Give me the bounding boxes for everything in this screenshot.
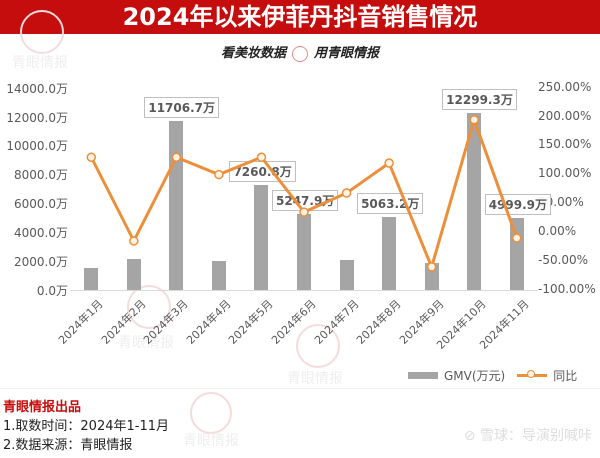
legend-gmv: GMV(万元) [444, 369, 506, 383]
yoy-point [86, 152, 97, 163]
slogan-right: 用青眼情报 [314, 46, 380, 61]
left-axis-tick: 4000.0万 [14, 226, 68, 240]
gmv-bar [126, 258, 141, 290]
legend-line-swatch-icon [517, 370, 548, 378]
left-axis-tick: 10000.0万 [6, 139, 68, 153]
gmv-data-label: 11706.7万 [144, 97, 220, 119]
slogan-left: 看美妆数据 [220, 46, 286, 61]
watermark-text: 青眼情报 [287, 371, 343, 387]
x-axis-line [70, 290, 538, 291]
right-axis-tick: -100.00% [538, 282, 596, 296]
x-axis-label: 2024年5月 [226, 297, 277, 347]
left-axis-tick: 0.0万 [36, 284, 68, 298]
xueqiu-text: 雪球：导演别喊咔 [480, 428, 592, 444]
yoy-point [214, 169, 224, 180]
footer-date-range: 1.取数时间：2024年1-11月 [3, 419, 169, 434]
x-axis-label: 2024年1月 [56, 297, 106, 347]
gmv-bar [424, 262, 439, 290]
right-axis-tick: 100.00% [538, 166, 592, 180]
right-axis-tick: 200.00% [538, 109, 592, 123]
gmv-data-label: 5063.2万 [357, 192, 424, 214]
footer-source: 2.数据来源：青眼情报 [3, 438, 133, 453]
chart-legend: GMV(万元) 同比 [408, 367, 577, 384]
left-axis-tick: 6000.0万 [14, 197, 68, 211]
footer-brand: 青眼情报出品 [3, 400, 82, 415]
gmv-data-label: 5247.9万 [272, 190, 339, 212]
gmv-bar [211, 261, 226, 290]
legend-yoy: 同比 [553, 369, 578, 383]
gmv-bar [297, 214, 311, 290]
slogan: 看美妆数据 用青眼情报 [0, 42, 600, 62]
right-axis-tick: 0.00% [538, 224, 577, 238]
left-axis-tick: 2000.0万 [14, 255, 68, 269]
left-axis-tick: 14000.0万 [6, 82, 68, 96]
yoy-point [129, 236, 139, 246]
xueqiu-logo-icon: ⊘ [463, 428, 476, 444]
qingyan-logo-icon [292, 45, 308, 62]
gmv-bar [169, 121, 184, 290]
legend-bar-swatch-icon [408, 372, 438, 379]
footer: 青眼情报出品 1.取数时间：2024年1-11月 2.数据来源：青眼情报 [3, 398, 169, 455]
yoy-point [341, 188, 352, 198]
gmv-data-label: 7260.8万 [229, 161, 296, 183]
right-axis-tick: -50.00% [538, 253, 589, 267]
watermark-logo-icon [127, 285, 171, 329]
watermark-logo-icon [296, 324, 340, 368]
divider [0, 388, 600, 389]
right-axis-tick: 150.00% [538, 137, 592, 151]
gmv-bar [509, 217, 524, 290]
x-axis-label: 2024年8月 [354, 297, 404, 347]
gmv-data-label: 4999.9万 [484, 193, 552, 215]
watermark-text: 青眼情报 [118, 335, 174, 351]
watermark-logo-icon [190, 392, 232, 434]
right-axis-tick: 250.00% [538, 80, 592, 94]
watermark-text: 青眼情报 [12, 55, 68, 71]
gmv-bar [84, 268, 99, 290]
gmv-bar [339, 259, 354, 290]
gmv-bar [254, 185, 269, 290]
xueqiu-watermark: ⊘ 雪球：导演别喊咔 [464, 425, 592, 445]
gmv-bar [467, 112, 482, 290]
gmv-data-label: 12299.3万 [442, 88, 517, 110]
x-axis-label: 2024年4月 [184, 297, 234, 347]
yoy-point [256, 152, 267, 163]
left-axis-tick: 8000.0万 [14, 168, 68, 182]
left-axis-tick: 12000.0万 [6, 111, 68, 125]
yoy-point [384, 158, 394, 168]
watermark-text: 青眼情报 [183, 433, 239, 449]
watermark-logo-icon [20, 10, 64, 54]
gmv-bar [382, 216, 397, 290]
page-title: 2024年以来伊菲丹抖音销售情况 [0, 0, 600, 34]
